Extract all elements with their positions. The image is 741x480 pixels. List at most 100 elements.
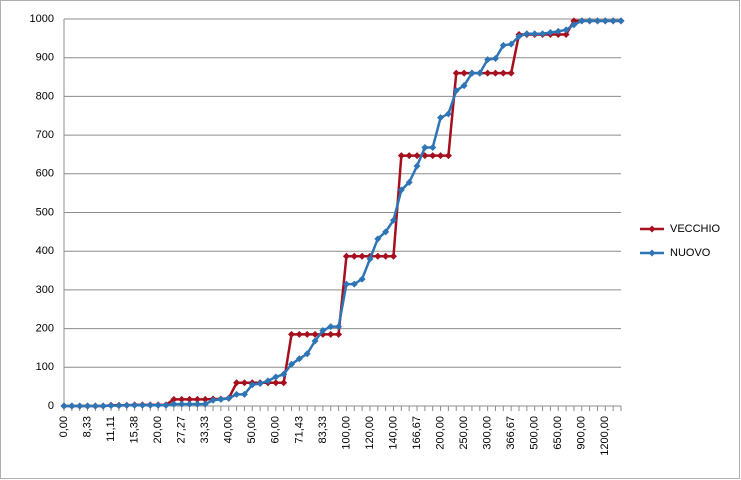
- data-point: [99, 402, 107, 410]
- data-point: [444, 152, 452, 160]
- data-point: [405, 178, 413, 186]
- legend-marker: [648, 249, 656, 257]
- data-point: [280, 370, 288, 378]
- data-point: [193, 395, 201, 403]
- data-point: [209, 396, 217, 404]
- data-point: [186, 395, 194, 403]
- legend-label: NUOVO: [670, 247, 711, 259]
- y-tick-label: 900: [36, 52, 54, 64]
- data-point: [240, 390, 248, 398]
- y-tick-label: 500: [36, 206, 54, 218]
- y-tick-label: 300: [36, 284, 54, 296]
- x-tick-label: 8,33: [81, 416, 93, 437]
- data-point: [444, 110, 452, 118]
- data-point: [452, 69, 460, 77]
- data-point: [288, 330, 296, 338]
- x-tick-label: 15,38: [129, 416, 141, 444]
- y-tick-label: 800: [36, 90, 54, 102]
- x-tick-label: 40,00: [223, 416, 235, 444]
- data-point: [429, 143, 437, 151]
- x-tick-label: 50,00: [246, 416, 258, 444]
- data-point: [578, 17, 586, 25]
- data-point: [295, 355, 303, 363]
- data-point: [84, 402, 92, 410]
- legend-marker: [648, 225, 656, 233]
- x-tick-label: 200,00: [434, 416, 446, 450]
- data-point: [413, 162, 421, 170]
- data-point: [389, 252, 397, 260]
- x-tick-label: 20,00: [152, 416, 164, 444]
- data-point: [272, 373, 280, 381]
- data-point: [484, 69, 492, 77]
- data-point: [507, 40, 515, 48]
- data-point: [350, 252, 358, 260]
- data-point: [295, 330, 303, 338]
- data-point: [256, 380, 264, 388]
- data-point: [586, 17, 594, 25]
- data-point: [593, 17, 601, 25]
- data-point: [531, 30, 539, 38]
- data-point: [546, 29, 554, 37]
- data-point: [601, 17, 609, 25]
- data-point: [311, 337, 319, 345]
- data-point: [335, 330, 343, 338]
- data-point: [138, 401, 146, 409]
- x-tick-label: 650,00: [552, 416, 564, 450]
- data-point: [562, 30, 570, 38]
- data-point: [358, 275, 366, 283]
- data-point: [170, 400, 178, 408]
- x-tick-label: 100,00: [340, 416, 352, 450]
- data-point: [491, 69, 499, 77]
- data-point: [193, 400, 201, 408]
- data-point: [311, 330, 319, 338]
- data-point: [499, 69, 507, 77]
- data-point: [60, 402, 68, 410]
- data-point: [319, 327, 327, 335]
- data-point: [562, 26, 570, 34]
- data-point: [327, 330, 335, 338]
- data-point: [154, 401, 162, 409]
- x-tick-label: 60,00: [270, 416, 282, 444]
- data-point: [201, 400, 209, 408]
- data-point: [570, 21, 578, 29]
- data-point: [507, 69, 515, 77]
- x-tick-label: 900,00: [576, 416, 588, 450]
- x-tick-label: 166,67: [411, 416, 423, 450]
- data-point: [342, 252, 350, 260]
- x-tick-label: 250,00: [458, 416, 470, 450]
- data-point: [539, 30, 547, 38]
- data-point: [389, 216, 397, 224]
- y-tick-label: 700: [36, 129, 54, 141]
- x-tick-label: 500,00: [529, 416, 541, 450]
- data-point: [107, 402, 115, 410]
- data-point: [358, 252, 366, 260]
- data-point: [131, 401, 139, 409]
- data-point: [115, 402, 123, 410]
- y-tick-label: 100: [36, 361, 54, 373]
- data-point: [429, 152, 437, 160]
- data-point: [303, 330, 311, 338]
- data-point: [288, 360, 296, 368]
- x-tick-label: 1200,00: [599, 416, 611, 456]
- data-point: [405, 152, 413, 160]
- data-point: [280, 379, 288, 387]
- data-point: [374, 252, 382, 260]
- data-point: [452, 87, 460, 95]
- x-tick-label: 300,00: [482, 416, 494, 450]
- data-point: [186, 400, 194, 408]
- data-point: [491, 54, 499, 62]
- data-point: [366, 255, 374, 263]
- data-point: [617, 17, 625, 25]
- data-point: [76, 402, 84, 410]
- y-tick-label: 600: [36, 168, 54, 180]
- data-point: [233, 390, 241, 398]
- data-point: [162, 401, 170, 409]
- data-point: [468, 69, 476, 77]
- data-point: [460, 82, 468, 90]
- data-point: [91, 402, 99, 410]
- data-point: [68, 402, 76, 410]
- x-tick-label: 27,27: [176, 416, 188, 444]
- data-point: [499, 41, 507, 49]
- x-tick-label: 33,33: [199, 416, 211, 444]
